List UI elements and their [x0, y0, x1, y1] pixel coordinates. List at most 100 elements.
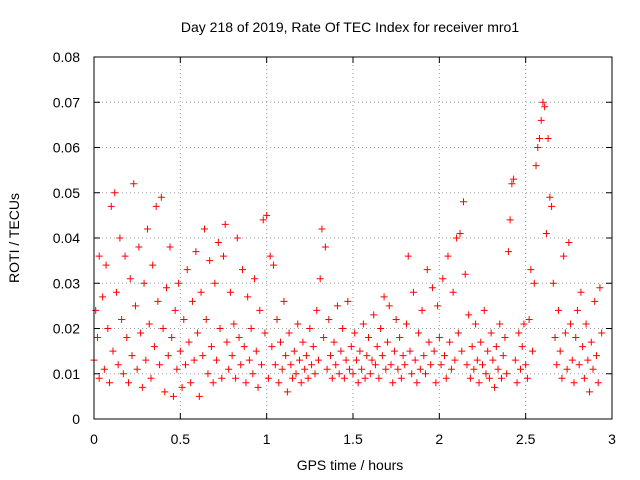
- data-point-73: [216, 325, 224, 332]
- data-point-141: [333, 302, 341, 310]
- data-point-98: [259, 216, 267, 224]
- data-point-226: [480, 306, 488, 314]
- data-point-44: [166, 243, 174, 251]
- data-point-126: [308, 361, 316, 369]
- data-point-198: [432, 379, 440, 387]
- data-point-184: [408, 370, 416, 378]
- data-point-209: [451, 356, 459, 364]
- y-axis-label: ROTI / TECUs: [6, 193, 22, 283]
- data-point-286: [584, 356, 592, 364]
- data-point-182: [404, 252, 412, 260]
- data-point-104: [270, 261, 278, 269]
- data-point-244: [511, 356, 519, 364]
- data-point-53: [182, 361, 190, 369]
- data-point-88: [242, 379, 250, 387]
- y-tick-label-5: 0.05: [53, 185, 80, 201]
- data-point-174: [390, 347, 398, 355]
- data-point-199: [434, 302, 442, 310]
- data-point-267: [551, 334, 559, 342]
- data-point-101: [264, 374, 272, 382]
- data-point-189: [416, 365, 424, 373]
- data-point-266: [549, 279, 557, 287]
- data-point-31: [144, 225, 152, 233]
- data-point-58: [190, 356, 198, 364]
- data-point-255: [530, 279, 538, 287]
- data-point-132: [318, 225, 326, 233]
- data-point-273: [561, 329, 569, 337]
- data-point-78: [225, 365, 233, 373]
- data-point-70: [211, 279, 219, 287]
- data-point-118: [294, 320, 302, 328]
- data-point-112: [283, 388, 291, 396]
- data-point-20: [125, 379, 133, 387]
- data-point-152: [352, 356, 360, 364]
- data-point-123: [302, 352, 310, 360]
- data-point-212: [456, 229, 464, 237]
- data-point-290: [591, 297, 599, 305]
- data-point-195: [427, 361, 435, 369]
- data-point-293: [596, 284, 604, 292]
- data-point-272: [560, 252, 568, 260]
- data-point-49: [175, 279, 183, 287]
- grid: [94, 57, 612, 419]
- data-point-4: [95, 252, 103, 260]
- data-point-278: [570, 379, 578, 387]
- data-point-6: [100, 365, 108, 373]
- data-point-257: [534, 144, 542, 151]
- y-tick-label-4: 0.04: [53, 230, 80, 246]
- data-point-42: [163, 284, 171, 292]
- data-point-15: [116, 234, 124, 242]
- data-point-270: [556, 347, 564, 355]
- data-point-276: [567, 320, 575, 328]
- data-point-237: [499, 352, 507, 360]
- data-point-99: [261, 329, 269, 337]
- data-point-19: [123, 334, 131, 342]
- data-point-240: [504, 248, 512, 256]
- data-point-17: [119, 370, 127, 378]
- data-point-83: [233, 234, 241, 242]
- data-point-147: [344, 297, 352, 305]
- data-point-142: [335, 370, 343, 378]
- data-point-164: [373, 343, 381, 351]
- data-point-153: [354, 379, 362, 387]
- data-point-84: [235, 334, 243, 342]
- data-point-111: [282, 352, 290, 360]
- data-point-165: [375, 374, 383, 382]
- data-point-144: [339, 325, 347, 332]
- data-point-161: [368, 356, 376, 364]
- data-point-283: [579, 343, 587, 351]
- data-point-12: [111, 189, 119, 197]
- data-point-173: [389, 379, 397, 387]
- data-point-68: [207, 343, 215, 351]
- data-point-172: [387, 361, 395, 369]
- data-point-241: [506, 216, 514, 224]
- data-point-253: [527, 266, 535, 274]
- data-point-219: [468, 343, 476, 351]
- data-point-205: [444, 252, 452, 260]
- data-point-7: [102, 261, 110, 269]
- data-point-185: [409, 288, 417, 296]
- data-point-131: [316, 275, 324, 283]
- data-point-245: [513, 379, 521, 387]
- data-point-93: [251, 275, 259, 283]
- data-point-47: [171, 306, 179, 314]
- data-point-277: [568, 356, 576, 364]
- data-point-9: [106, 379, 114, 387]
- data-point-203: [441, 352, 449, 360]
- x-axis-tick-labels: 0 0.5 1 1.5 2 2.5 3: [90, 431, 616, 447]
- data-point-288: [587, 338, 595, 346]
- data-point-148: [346, 365, 354, 373]
- y-tick-label-7: 0.07: [53, 94, 80, 110]
- data-point-89: [244, 293, 252, 301]
- data-point-225: [479, 361, 486, 369]
- data-point-128: [311, 370, 319, 378]
- data-point-234: [494, 365, 502, 373]
- data-point-105: [271, 361, 279, 369]
- data-point-92: [249, 370, 257, 378]
- data-point-171: [385, 302, 393, 310]
- data-point-282: [577, 288, 585, 296]
- data-point-136: [325, 315, 333, 323]
- data-point-265: [548, 202, 556, 210]
- data-point-186: [411, 356, 419, 364]
